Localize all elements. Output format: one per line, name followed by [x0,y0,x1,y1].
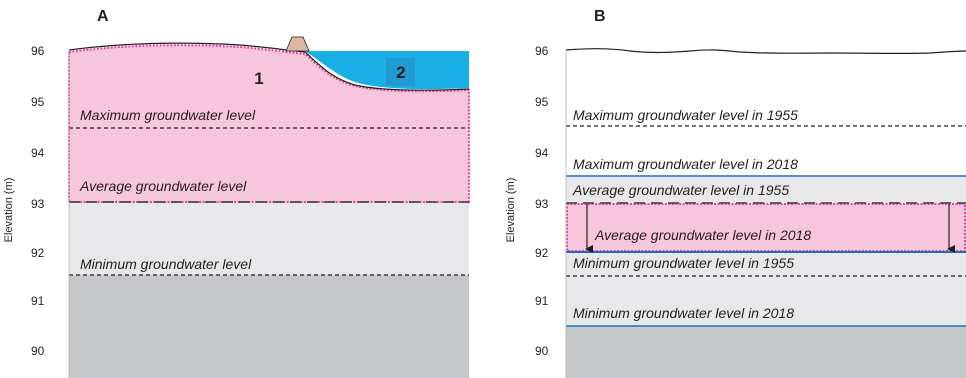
panel-a-tick-92: 92 [31,246,45,260]
panel-b-ground-surface-line [565,48,966,55]
panel-b-avg-1955-label: Average groundwater level in 1955 [572,182,789,198]
panel-b-tick-95: 95 [535,95,549,109]
panel-b-tick-92: 92 [535,246,549,260]
panel-b-tick-93: 93 [535,197,549,211]
panel-b-letter: B [594,8,606,25]
panel-a-tick-91: 91 [31,294,45,308]
panel-a-max-label: Maximum groundwater level [80,107,256,123]
panel-a-tick-96: 96 [31,44,45,58]
panel-a-tick-94: 94 [31,146,45,160]
panel-b-dark-gray-layer [566,326,966,378]
panel-b-min-1955-label: Minimum groundwater level in 1955 [573,255,794,271]
panel-a-marker-2-box [386,58,415,86]
panel-b-avg-2018-label: Average groundwater level in 2018 [594,227,811,243]
panel-a-tick-93: 93 [31,197,45,211]
panel-b-decline-band [566,203,966,252]
panel-a-tick-labels: 96 95 94 93 92 91 90 [31,44,45,358]
panel-b-tick-94: 94 [535,146,549,160]
panel-b-tick-labels: 96 95 94 93 92 91 90 [535,44,549,358]
panel-b-tick-90: 90 [535,344,549,358]
panel-b-y-axis-label: Elevation (m) [505,178,517,243]
panel-b: B Elevation (m) 96 95 94 93 92 91 90 [505,8,966,378]
panel-a-saturated-zone [68,44,470,203]
panel-a-marker-2: 2 [396,63,405,82]
panel-b-tick-91: 91 [535,294,549,308]
panel-a-light-gray-layer [69,202,469,275]
panel-a-tick-95: 95 [31,95,45,109]
panel-a-tick-90: 90 [31,344,45,358]
panel-a-min-label: Minimum groundwater level [80,256,252,272]
panel-a-levee [285,36,310,52]
panel-a-avg-label: Average groundwater level [79,178,247,194]
panel-b-tick-96: 96 [535,44,549,58]
panel-a-marker-1: 1 [254,69,263,88]
panel-b-max-1955-label: Maximum groundwater level in 1955 [573,107,798,123]
panel-b-max-2018-label: Maximum groundwater level in 2018 [573,156,798,172]
panel-a-y-axis-label: Elevation (m) [3,178,15,243]
panel-a: A Elevation (m) 96 95 94 93 92 91 90 2 1 [3,8,470,378]
panel-a-letter: A [97,8,109,25]
panel-b-min-2018-label: Minimum groundwater level in 2018 [573,305,794,321]
panel-a-dark-gray-layer [69,275,469,378]
